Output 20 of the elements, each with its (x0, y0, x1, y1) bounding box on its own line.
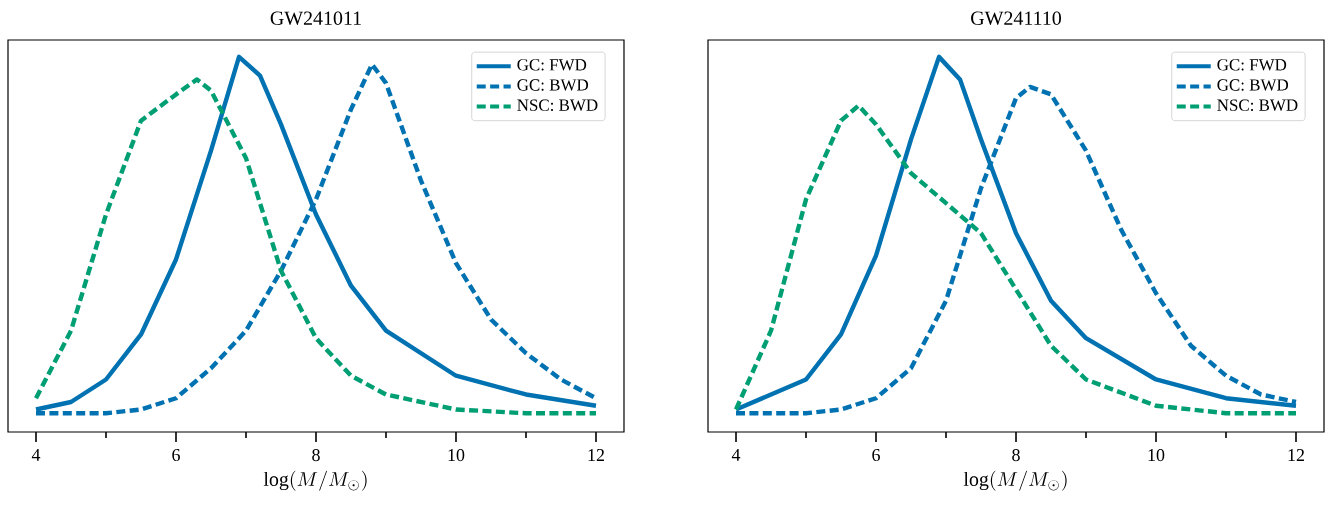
x-tick-label: 6 (172, 449, 180, 462)
legend-label: NSC: BWD (1217, 99, 1298, 111)
x-tick-label: 10 (1148, 449, 1165, 462)
chart-title: GW241011 (270, 11, 361, 26)
x-tick-label: 8 (1012, 449, 1020, 462)
x-tick-label: 4 (31, 449, 41, 461)
legend-label: NSC: BWD (517, 99, 598, 111)
x-tick-label: 10 (448, 449, 465, 462)
chart-title: GW241110 (971, 11, 1062, 26)
x-axis-title: $\log(M/M_\odot)$ (963, 470, 1067, 491)
x-tick-label: 12 (1288, 449, 1304, 461)
legend-label: GC: BWD (517, 79, 589, 91)
legend-label: GC: FWD (517, 59, 587, 71)
x-tick-label: 12 (588, 449, 604, 461)
x-tick-label: 6 (872, 449, 880, 462)
legend-label: GC: FWD (1217, 59, 1287, 71)
x-tick-label: 4 (731, 449, 741, 461)
x-axis-title: $\log(M/M_\odot)$ (263, 470, 367, 491)
x-tick-label: 8 (312, 449, 320, 462)
legend-label: GC: BWD (1217, 79, 1289, 91)
